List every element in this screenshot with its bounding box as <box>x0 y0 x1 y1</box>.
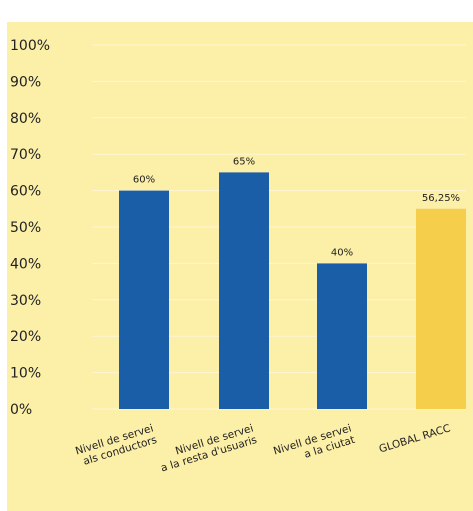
y-tick-label: 20% <box>10 329 41 345</box>
y-tick-label: 80% <box>10 111 41 127</box>
y-tick-label: 70% <box>10 147 41 163</box>
data-labels: 60% 65% 40% 56,25% <box>133 156 460 258</box>
data-label: 56,25% <box>422 193 460 204</box>
bar <box>317 263 367 409</box>
bar <box>119 190 169 409</box>
y-tick-label: 30% <box>10 293 41 309</box>
y-tick-label: 100% <box>10 38 50 54</box>
y-tick-label: 90% <box>10 74 41 90</box>
category-label-line: GLOBAL RACC <box>378 422 452 455</box>
bar <box>416 208 466 409</box>
y-tick-label: 0% <box>10 402 32 418</box>
bars <box>119 172 466 409</box>
y-tick-label: 60% <box>10 184 41 200</box>
y-axis-tick-labels: 0% 10% 20% 30% 40% 50% 60% 70% 80% 90% 100% <box>10 38 50 418</box>
y-tick-label: 10% <box>10 366 41 382</box>
category-label: GLOBAL RACC <box>378 422 452 455</box>
data-label: 60% <box>133 175 155 186</box>
bar <box>219 172 269 409</box>
y-tick-label: 50% <box>10 220 41 236</box>
y-tick-label: 40% <box>10 256 41 272</box>
data-label: 65% <box>233 156 255 167</box>
data-label: 40% <box>331 247 353 258</box>
